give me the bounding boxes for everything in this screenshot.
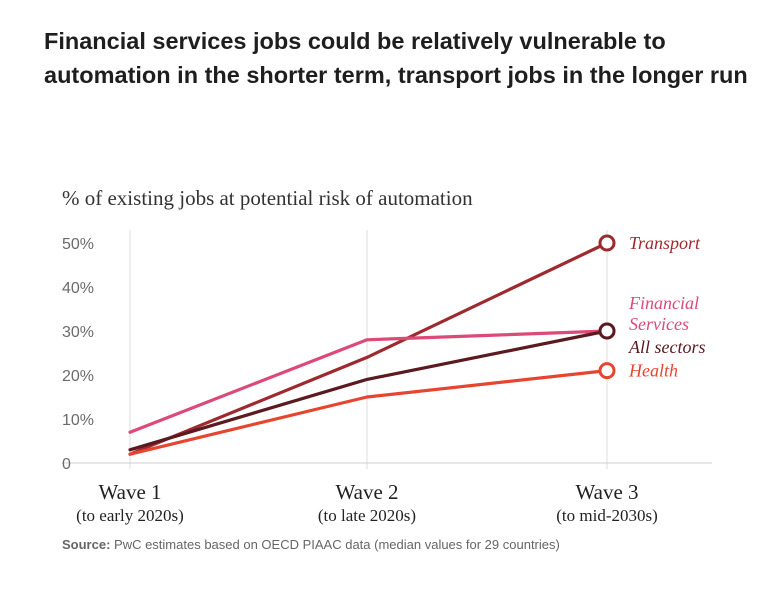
y-tick-label: 50%: [62, 236, 94, 253]
series-label: Health: [628, 361, 678, 381]
y-tick-label: 30%: [62, 324, 94, 341]
x-tick-sublabel: (to early 2020s): [76, 506, 184, 525]
y-tick-label: 0: [62, 456, 71, 473]
series-end-marker: [598, 234, 616, 252]
series-line: [128, 241, 609, 456]
series-end-markers: [598, 234, 616, 380]
y-tick-label: 40%: [62, 280, 94, 297]
source-text: PwC estimates based on OECD PIAAC data (…: [110, 537, 560, 552]
series-label-line: Transport: [629, 233, 701, 253]
series-line: [128, 329, 609, 434]
x-axis-ticks: Wave 1 (to early 2020s) Wave 2 (to late 202…: [76, 480, 658, 525]
x-tick-label: Wave 3: [575, 480, 638, 504]
series-label-line: All sectors: [628, 337, 706, 357]
series-lines: [128, 241, 609, 456]
source-prefix: Source:: [62, 537, 111, 552]
x-tick-sublabel: (to mid-2030s): [556, 506, 658, 525]
series-label: Financial Services: [628, 293, 699, 334]
series-end-marker: [598, 322, 616, 340]
series-label: All sectors: [628, 337, 706, 357]
page-title: Financial services jobs could be relativ…: [44, 28, 748, 88]
source-note: Source: PwC estimates based on OECD PIAA…: [62, 537, 560, 552]
series-label-line: Health: [628, 361, 678, 381]
series-label-line: Services: [629, 314, 689, 334]
x-tick-label: Wave 2: [335, 480, 398, 504]
y-tick-label: 10%: [62, 412, 94, 429]
y-tick-label: 20%: [62, 368, 94, 385]
series-labels: Transport Financial Services All sectors Hea…: [628, 233, 706, 381]
gridlines: [129, 230, 608, 469]
chart-title: % of existing jobs at potential risk of …: [62, 186, 473, 210]
series-line: [128, 329, 609, 452]
series-end-marker: [598, 362, 616, 380]
series-label-line: Financial: [628, 293, 699, 313]
series-label: Transport: [629, 233, 701, 253]
x-tick-label: Wave 1: [98, 480, 161, 504]
series-line: [128, 369, 609, 456]
y-axis-ticks: 0 10% 20% 30% 40% 50%: [62, 236, 94, 473]
x-tick-sublabel: (to late 2020s): [318, 506, 416, 525]
